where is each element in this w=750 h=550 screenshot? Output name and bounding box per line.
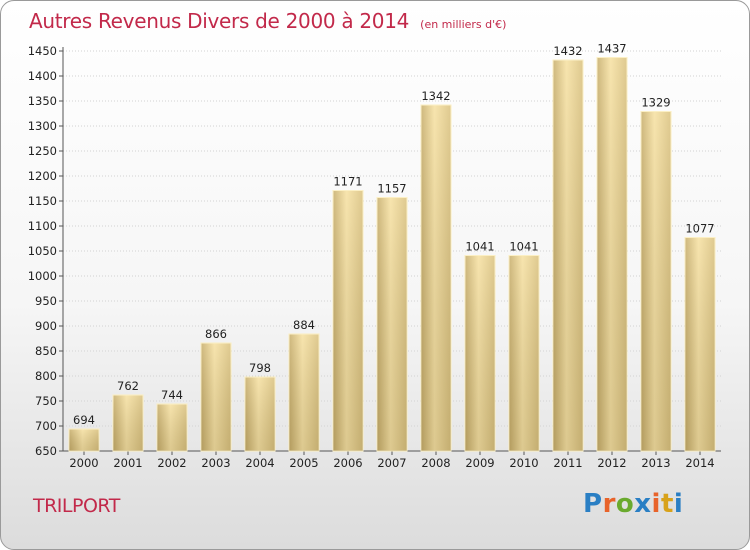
logo-letter: i [651, 489, 661, 519]
logo-letter: i [673, 489, 684, 519]
bar-value-label: 884 [293, 318, 315, 332]
bar-value-label: 1041 [509, 240, 538, 254]
chart-subtitle: (en milliers d'€) [420, 18, 507, 31]
y-tick-label: 1150 [28, 194, 57, 208]
bar-shade [597, 57, 627, 451]
bar-shade [245, 377, 275, 451]
bar-value-label: 1432 [553, 44, 582, 58]
y-tick-label: 1050 [28, 244, 57, 258]
x-tick-label: 2001 [113, 456, 142, 470]
title-row: Autres Revenus Divers de 2000 à 2014 (en… [29, 9, 506, 33]
y-tick-label: 1300 [28, 119, 57, 133]
x-tick-label: 2002 [157, 456, 186, 470]
bar-shade [465, 255, 495, 451]
bar-shade [113, 395, 143, 451]
town-name: TRILPORT [33, 495, 120, 517]
bar-value-label: 1171 [333, 175, 362, 189]
bar-value-label: 1077 [685, 222, 714, 236]
bar-shade [157, 404, 187, 451]
bar-shade [641, 111, 671, 451]
x-tick-label: 2003 [201, 456, 230, 470]
bar-shade [201, 343, 231, 451]
bar-shade [377, 197, 407, 451]
y-tick-label: 700 [35, 419, 57, 433]
bar-value-label: 1041 [465, 240, 494, 254]
bar-value-label: 1437 [597, 42, 626, 56]
labels: 650 700 750 800 850 900 950 1000 1050 1100 1150 120… [28, 42, 715, 471]
bar-value-label: 1157 [377, 182, 406, 196]
y-tick-label: 1450 [28, 44, 57, 58]
logo-letter: r [602, 489, 616, 519]
bar-value-label: 694 [73, 413, 95, 427]
x-tick-label: 2012 [597, 456, 626, 470]
y-tick-label: 750 [35, 394, 57, 408]
bar-shade [289, 334, 319, 451]
y-tick-label: 1400 [28, 69, 57, 83]
logo-letter: x [634, 489, 652, 519]
y-tick-label: 950 [35, 294, 57, 308]
bar-value-label: 866 [205, 327, 227, 341]
x-tick-label: 2004 [245, 456, 274, 470]
logo-letter: o [615, 489, 635, 519]
x-tick-label: 2006 [333, 456, 362, 470]
y-tick-label: 800 [35, 369, 57, 383]
y-tick-label: 1100 [28, 219, 57, 233]
bar-value-label: 798 [249, 361, 271, 375]
y-tick-label: 900 [35, 319, 57, 333]
bar-shade [553, 60, 583, 451]
x-tick-label: 2010 [509, 456, 538, 470]
y-tick-label: 650 [35, 444, 57, 458]
y-tick-label: 850 [35, 344, 57, 358]
x-tick-label: 2014 [685, 456, 714, 470]
bar-value-label: 1342 [421, 89, 450, 103]
x-tick-label: 2013 [641, 456, 670, 470]
bars [68, 57, 716, 452]
x-tick-label: 2005 [289, 456, 318, 470]
bar-shade [421, 105, 451, 451]
bar-value-label: 744 [161, 388, 183, 402]
bar-shade [333, 190, 363, 451]
proxiti-logo[interactable]: Proxiti [583, 489, 683, 519]
y-tick-label: 1350 [28, 94, 57, 108]
y-tick-label: 1000 [28, 269, 57, 283]
logo-letter: P [583, 489, 603, 519]
bar-value-label: 762 [117, 379, 139, 393]
bar-value-label: 1329 [641, 96, 670, 110]
y-tick-label: 1250 [28, 144, 57, 158]
x-tick-label: 2000 [69, 456, 98, 470]
bar-shade [509, 255, 539, 451]
bar-shade [685, 237, 715, 451]
x-tick-label: 2008 [421, 456, 450, 470]
x-tick-label: 2009 [465, 456, 494, 470]
bar-shade [69, 429, 99, 451]
logo-letter: t [660, 489, 674, 519]
chart-title: Autres Revenus Divers de 2000 à 2014 [29, 9, 410, 33]
x-tick-label: 2007 [377, 456, 406, 470]
y-tick-label: 1200 [28, 169, 57, 183]
x-tick-label: 2011 [553, 456, 582, 470]
